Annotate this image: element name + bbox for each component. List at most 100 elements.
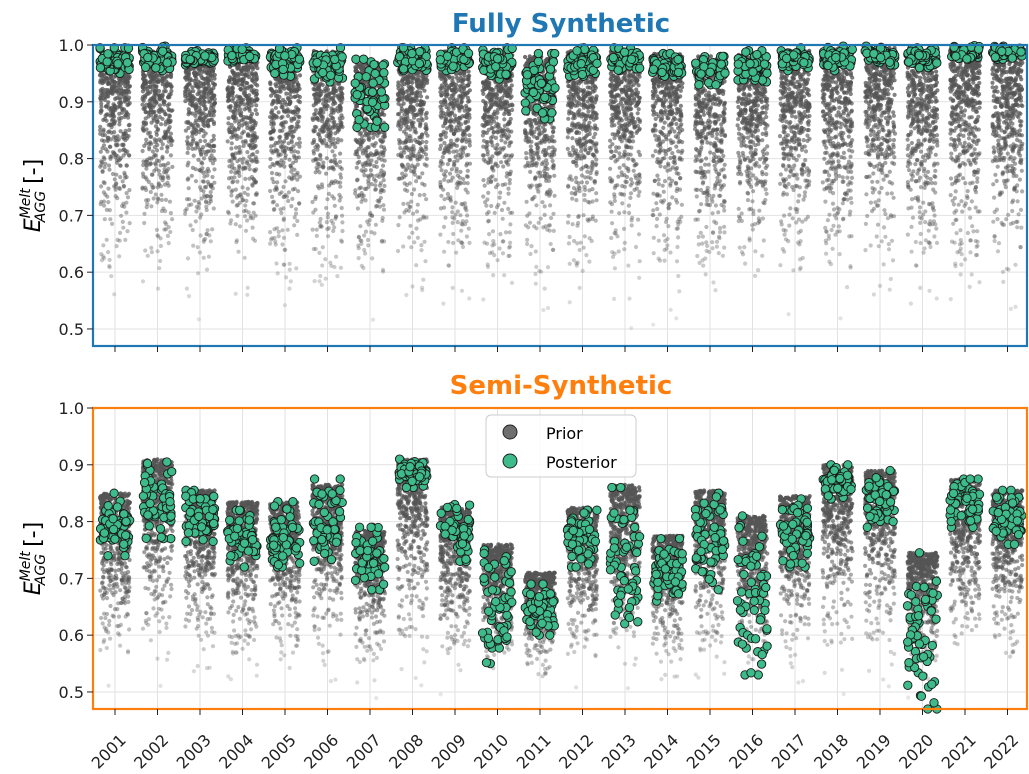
- prior-point: [407, 133, 412, 138]
- prior-point: [358, 224, 363, 229]
- prior-point: [243, 140, 248, 145]
- prior-point: [534, 203, 539, 208]
- prior-point: [108, 74, 114, 79]
- prior-point: [251, 201, 256, 206]
- prior-point: [540, 200, 545, 205]
- prior-point: [441, 99, 446, 104]
- prior-point: [212, 93, 217, 98]
- prior-point: [112, 74, 117, 79]
- prior-point: [466, 226, 471, 231]
- prior-point: [395, 112, 401, 117]
- prior-point: [287, 286, 292, 291]
- prior-point: [416, 139, 421, 144]
- chart-title: Fully Synthetic: [452, 9, 670, 39]
- prior-point: [122, 170, 127, 175]
- prior-point: [159, 192, 164, 197]
- prior-point: [268, 156, 273, 162]
- prior-point: [268, 114, 273, 120]
- prior-point: [154, 148, 160, 153]
- prior-point: [212, 109, 217, 114]
- prior-point: [124, 163, 129, 168]
- prior-point: [356, 235, 362, 240]
- prior-point: [211, 113, 216, 118]
- prior-point: [201, 189, 206, 194]
- prior-point: [235, 170, 240, 175]
- prior-point: [446, 263, 452, 268]
- prior-point: [99, 258, 105, 263]
- prior-point: [325, 227, 330, 232]
- prior-point: [498, 190, 503, 195]
- prior-point: [419, 135, 424, 140]
- prior-point: [319, 282, 324, 287]
- prior-point: [449, 167, 454, 172]
- prior-point: [202, 90, 207, 95]
- prior-point: [533, 249, 538, 254]
- prior-point: [120, 219, 125, 224]
- prior-point: [368, 168, 374, 173]
- prior-point: [226, 78, 232, 83]
- prior-point: [500, 239, 505, 244]
- prior-point: [485, 262, 490, 267]
- prior-point: [163, 209, 168, 214]
- prior-point: [106, 250, 111, 255]
- prior-point: [419, 243, 424, 248]
- prior-point: [167, 102, 172, 107]
- prior-point: [101, 127, 106, 132]
- prior-point: [149, 245, 154, 250]
- prior-point: [289, 177, 294, 182]
- prior-point: [198, 215, 203, 220]
- prior-point: [323, 276, 328, 281]
- prior-point: [455, 173, 460, 178]
- prior-point: [380, 267, 386, 272]
- prior-point: [125, 80, 130, 85]
- prior-point: [506, 206, 511, 211]
- prior-point: [142, 106, 147, 111]
- prior-point: [464, 174, 470, 179]
- prior-point: [420, 86, 425, 91]
- prior-point: [450, 210, 455, 215]
- prior-point: [201, 179, 206, 184]
- prior-point: [208, 197, 213, 202]
- prior-point: [189, 173, 194, 178]
- prior-point: [421, 214, 426, 219]
- prior-point: [324, 171, 329, 176]
- prior-point: [201, 255, 206, 260]
- prior-point: [148, 84, 153, 89]
- prior-point: [242, 209, 247, 214]
- prior-point: [148, 189, 153, 195]
- prior-point: [296, 107, 301, 112]
- prior-point: [112, 177, 117, 182]
- prior-point: [249, 84, 254, 89]
- prior-point: [289, 204, 294, 209]
- prior-point: [500, 251, 506, 256]
- prior-point: [239, 113, 244, 118]
- prior-point: [381, 207, 387, 212]
- prior-point: [315, 115, 320, 121]
- prior-point: [411, 75, 416, 80]
- prior-point: [289, 165, 294, 170]
- prior-point: [199, 73, 204, 78]
- prior-point: [445, 162, 450, 167]
- prior-point: [186, 120, 191, 125]
- prior-point: [107, 257, 112, 262]
- prior-point: [297, 174, 302, 179]
- prior-point: [274, 226, 280, 231]
- prior-point: [208, 105, 214, 111]
- prior-point: [283, 193, 288, 198]
- prior-point: [484, 130, 489, 135]
- prior-point: [505, 93, 510, 99]
- prior-point: [205, 173, 210, 178]
- prior-point: [107, 167, 112, 172]
- prior-point: [396, 101, 401, 106]
- prior-point: [489, 166, 495, 171]
- prior-point: [272, 206, 277, 212]
- prior-point: [185, 150, 190, 155]
- prior-point: [168, 131, 174, 136]
- prior-point: [450, 215, 455, 220]
- prior-point: [115, 85, 120, 90]
- prior-point: [268, 230, 273, 235]
- prior-point: [110, 78, 115, 84]
- prior-point: [453, 117, 458, 122]
- prior-point: [414, 98, 419, 103]
- prior-point: [481, 98, 486, 104]
